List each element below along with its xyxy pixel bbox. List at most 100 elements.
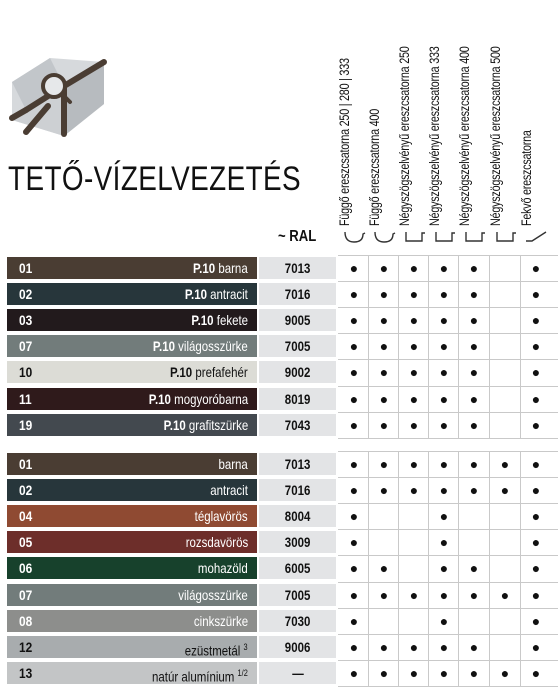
- availability-dot: ●: [531, 286, 541, 302]
- ral-code: 7005: [259, 335, 336, 357]
- color-code: 19: [19, 417, 33, 433]
- color-swatch: [7, 414, 257, 436]
- color-name: P.10 világosszürke: [132, 335, 248, 357]
- row-divider: [338, 660, 558, 661]
- color-code: 02: [19, 286, 33, 302]
- row-divider: [338, 555, 558, 556]
- ral-code: 7043: [259, 414, 336, 436]
- color-name: P.10 barna: [181, 257, 248, 279]
- ral-code: 9006: [259, 636, 336, 658]
- column-header-label: Négyszögszelvényű ereszcsatorna 250: [397, 46, 412, 226]
- table-row: 07 P.10 világosszürke 7005 ● ● ● ● ● ●: [0, 335, 558, 357]
- color-name: P.10 fekete: [179, 309, 248, 331]
- color-code: 01: [19, 456, 33, 472]
- color-name: P.10 prefafehér: [153, 361, 248, 383]
- availability-dot: ●: [349, 338, 359, 354]
- color-name-text: cinkszürke: [193, 613, 248, 629]
- product-prefix: P.10: [163, 417, 186, 433]
- availability-dot: ●: [531, 534, 541, 550]
- availability-dot: ●: [409, 639, 419, 655]
- round-gutter-icon: [374, 231, 396, 243]
- color-name: P.10 mogyoróbarna: [127, 388, 248, 410]
- color-code: 13: [19, 665, 33, 681]
- availability-dot: ●: [531, 338, 541, 354]
- column-divider: [489, 451, 490, 686]
- color-name-text: fekete: [216, 312, 248, 328]
- column-divider: [428, 451, 429, 686]
- table-row: 04 téglavörös 8004 ● ● ●: [0, 505, 558, 527]
- availability-dot: ●: [531, 482, 541, 498]
- availability-dot: ●: [439, 364, 449, 380]
- table-row: 06 mohazöld 6005 ● ● ● ● ●: [0, 557, 558, 579]
- availability-dot: ●: [469, 260, 479, 276]
- availability-dot: ●: [379, 639, 389, 655]
- ral-code: 9002: [259, 361, 336, 383]
- ral-code: —: [259, 662, 336, 684]
- ral-code: 7005: [259, 584, 336, 606]
- availability-dot: ●: [349, 312, 359, 328]
- availability-dot: ●: [409, 312, 419, 328]
- row-divider: [338, 477, 558, 478]
- availability-dot: ●: [469, 665, 479, 681]
- row-divider: [338, 451, 558, 452]
- color-code: 02: [19, 482, 33, 498]
- availability-dot: ●: [500, 482, 510, 498]
- availability-dot: ●: [531, 665, 541, 681]
- color-name: antracit: [202, 479, 248, 501]
- availability-dot: ●: [439, 286, 449, 302]
- column-header-label: Fekvő ereszcsatorna: [519, 130, 534, 226]
- ral-column-header: ~ RAL: [278, 228, 317, 245]
- table-row: 03 P.10 fekete 9005 ● ● ● ● ● ●: [0, 309, 558, 331]
- availability-dot: ●: [469, 587, 479, 603]
- availability-dot: ●: [409, 286, 419, 302]
- color-name-text: grafitszürke: [188, 417, 248, 433]
- color-code: 06: [19, 560, 33, 576]
- availability-dot: ●: [409, 338, 419, 354]
- table-row: 01 P.10 barna 7013 ● ● ● ● ● ●: [0, 257, 558, 279]
- column-divider: [368, 451, 369, 686]
- availability-dot: ●: [439, 312, 449, 328]
- row-divider: [338, 438, 558, 439]
- product-prefix: P.10: [191, 312, 214, 328]
- availability-dot: ●: [439, 338, 449, 354]
- color-name-text: világosszürke: [178, 587, 248, 603]
- availability-dot: ●: [349, 260, 359, 276]
- column-divider: [398, 451, 399, 686]
- column-divider: [368, 255, 369, 438]
- ral-code: 7013: [259, 453, 336, 475]
- availability-dot: ●: [349, 613, 359, 629]
- color-swatch: [7, 636, 257, 658]
- row-divider: [338, 503, 558, 504]
- table-row: 11 P.10 mogyoróbarna 8019 ● ● ● ● ● ●: [0, 388, 558, 410]
- color-name-text: mogyoróbarna: [173, 391, 248, 407]
- color-code: 07: [19, 587, 33, 603]
- ral-code: 8019: [259, 388, 336, 410]
- ral-code: 7030: [259, 610, 336, 632]
- footnote-marker: 1/2: [237, 668, 248, 678]
- availability-dot: ●: [439, 508, 449, 524]
- color-swatch: [7, 309, 257, 331]
- ral-code: 8004: [259, 505, 336, 527]
- color-swatch: [7, 557, 257, 579]
- footnote-marker: 3: [243, 642, 248, 652]
- availability-dot: ●: [349, 665, 359, 681]
- availability-dot: ●: [531, 587, 541, 603]
- availability-dot: ●: [439, 613, 449, 629]
- color-code: 12: [19, 639, 33, 655]
- round-gutter-icon: [344, 231, 366, 243]
- ral-code: 6005: [259, 557, 336, 579]
- color-code: 07: [19, 338, 33, 354]
- availability-dot: ●: [531, 364, 541, 380]
- square-gutter-icon: [405, 232, 425, 242]
- availability-dot: ●: [409, 665, 419, 681]
- row-divider: [338, 634, 558, 635]
- availability-dot: ●: [349, 508, 359, 524]
- availability-dot: ●: [379, 312, 389, 328]
- product-prefix: P.10: [148, 391, 171, 407]
- availability-dot: ●: [500, 456, 510, 472]
- color-name: barna: [212, 453, 248, 475]
- availability-dot: ●: [439, 665, 449, 681]
- availability-dot: ●: [439, 482, 449, 498]
- square-gutter-icon: [435, 232, 455, 242]
- availability-dot: ●: [469, 560, 479, 576]
